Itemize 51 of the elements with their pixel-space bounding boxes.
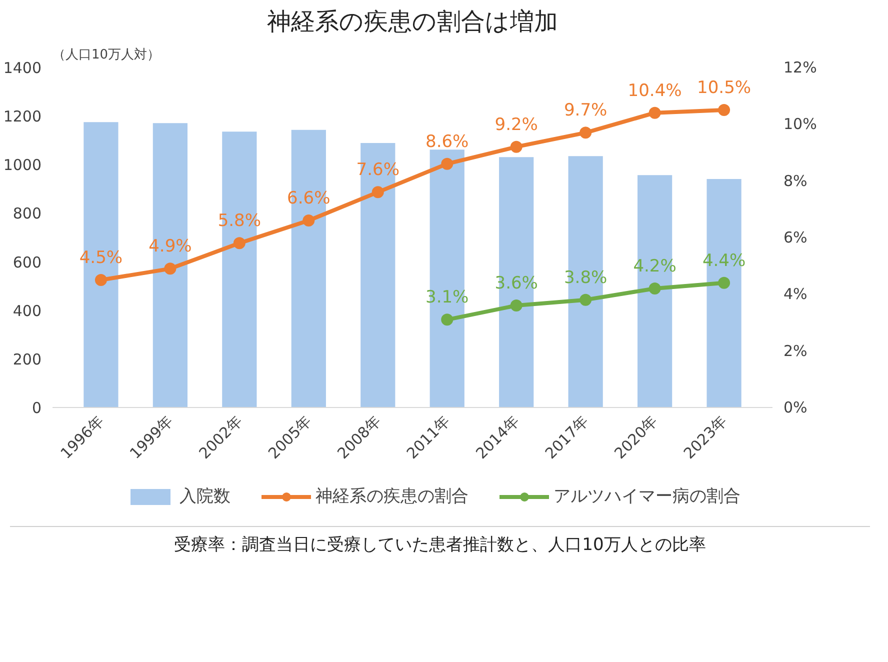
y2-tick-label: 2%	[784, 342, 808, 360]
y-tick-label: 200	[12, 350, 42, 368]
data-label: 6.6%	[287, 188, 330, 208]
data-label: 3.1%	[426, 288, 469, 308]
y-tick-label: 1400	[3, 59, 42, 77]
point	[580, 126, 592, 139]
point	[441, 314, 454, 326]
point	[302, 214, 315, 226]
y2-tick-label: 10%	[784, 115, 817, 134]
data-label: 4.5%	[79, 248, 123, 268]
data-label: 7.6%	[356, 160, 400, 180]
point	[510, 140, 522, 153]
data-label: 9.2%	[494, 114, 538, 135]
data-label: 3.8%	[564, 268, 608, 288]
point	[372, 186, 384, 198]
data-label: 4.4%	[702, 250, 746, 271]
y-tick-label: 800	[12, 204, 42, 223]
data-label: 4.9%	[148, 236, 192, 257]
legend-label: 入院数	[180, 486, 230, 508]
point	[233, 237, 246, 250]
legend-label: 神経系の疾患の割合	[316, 486, 468, 508]
y-tick-label: 400	[12, 302, 42, 320]
data-label: 4.2%	[633, 256, 676, 276]
y-tick-label: 0	[32, 399, 42, 417]
text: 受療率：調査当日に受療していた患者推計数と、人口10万人との比率	[174, 534, 706, 557]
y-tick-label: 1200	[3, 108, 42, 126]
data-label: 5.8%	[218, 211, 262, 232]
point	[94, 274, 107, 286]
point	[164, 262, 176, 275]
y-tick-label: 600	[12, 253, 42, 272]
legend-label: アルツハイマー病の割合	[554, 486, 740, 508]
y-axis-title: （人口10万人対）	[52, 46, 160, 62]
y2-tick-label: 6%	[784, 228, 808, 246]
data-label: 8.6%	[426, 132, 469, 152]
point	[441, 158, 454, 170]
point	[648, 106, 661, 119]
y-tick-label: 1000	[3, 156, 42, 174]
point	[648, 282, 661, 294]
point	[510, 300, 522, 312]
point	[580, 294, 592, 306]
data-label: 10.4%	[628, 80, 682, 101]
point	[718, 276, 730, 289]
y2-tick-label: 0%	[784, 398, 808, 416]
y2-tick-label: 4%	[784, 285, 808, 304]
data-label: 10.5%	[697, 78, 752, 98]
chart-title: 神経系の疾患の割合は増加	[267, 8, 558, 36]
point	[718, 104, 730, 116]
data-label: 9.7%	[564, 100, 608, 121]
data-label: 3.6%	[494, 274, 538, 294]
y2-tick-label: 8%	[784, 172, 808, 190]
y2-tick-label: 12%	[784, 58, 817, 76]
